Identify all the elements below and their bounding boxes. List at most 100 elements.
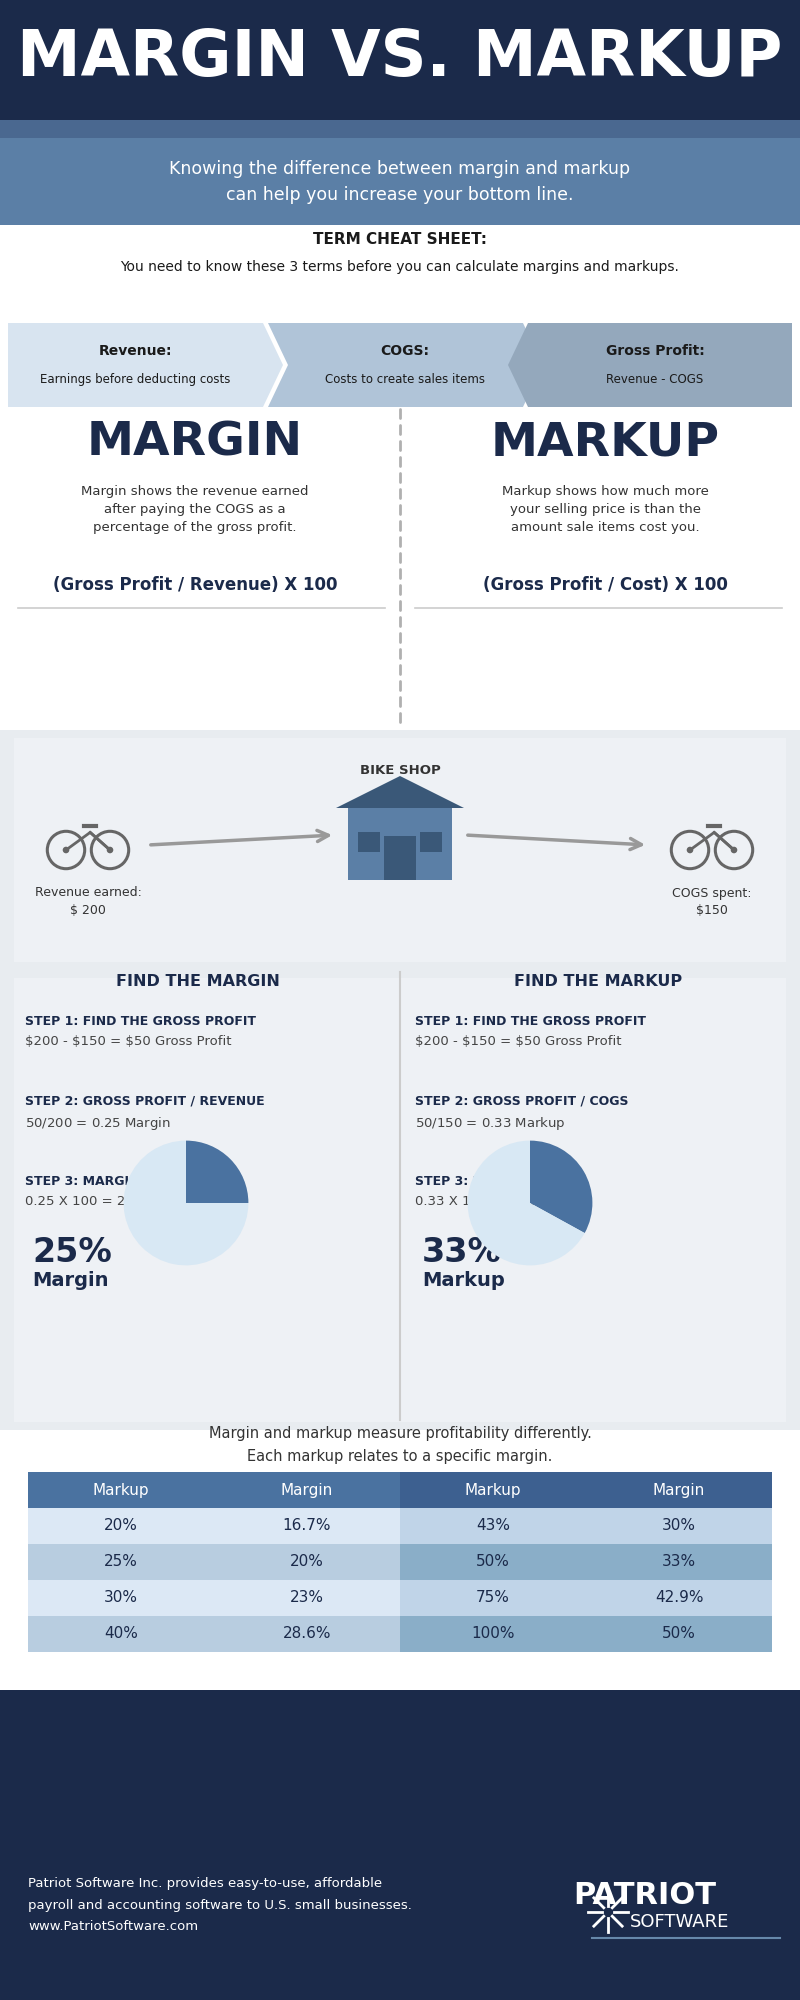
Bar [0, 970, 800, 1430]
Text: Revenue - COGS: Revenue - COGS [606, 372, 704, 386]
Wedge shape [467, 1140, 585, 1266]
Text: Margin: Margin [281, 1482, 333, 1498]
Wedge shape [530, 1140, 592, 1234]
Text: STEP 1: FIND THE GROSS PROFIT: STEP 1: FIND THE GROSS PROFIT [25, 1016, 256, 1028]
Text: 0.25 X 100 = 25% Margin: 0.25 X 100 = 25% Margin [25, 1194, 196, 1208]
Text: Markup: Markup [422, 1270, 505, 1290]
Bar [586, 1508, 772, 1544]
Bar [214, 1616, 400, 1652]
Text: MARKUP: MARKUP [490, 420, 719, 466]
Circle shape [730, 846, 738, 854]
Text: (Gross Profit / Cost) X 100: (Gross Profit / Cost) X 100 [482, 576, 727, 594]
Bar [0, 320, 800, 410]
Bar [400, 1616, 586, 1652]
Bar [400, 1472, 586, 1508]
Bar [0, 0, 800, 120]
Bar [400, 1508, 586, 1544]
Text: 20%: 20% [290, 1554, 324, 1570]
Wedge shape [186, 1140, 248, 1202]
Polygon shape [336, 776, 464, 808]
Text: FIND THE MARGIN: FIND THE MARGIN [116, 974, 280, 990]
Bar [28, 1508, 214, 1544]
Text: SOFTWARE: SOFTWARE [630, 1912, 730, 1932]
Text: COGS spent:
$150: COGS spent: $150 [672, 886, 752, 918]
Text: Patriot Software Inc. provides easy-to-use, affordable
payroll and accounting so: Patriot Software Inc. provides easy-to-u… [28, 1878, 412, 1932]
Bar [0, 410, 800, 730]
Text: 25%: 25% [32, 1236, 112, 1268]
Text: 28.6%: 28.6% [282, 1626, 331, 1642]
Bar [0, 120, 800, 138]
Bar [384, 836, 416, 880]
Circle shape [686, 846, 694, 854]
Bar [586, 1580, 772, 1616]
Polygon shape [8, 322, 283, 408]
Bar [400, 1580, 586, 1616]
Polygon shape [508, 322, 792, 408]
Text: 20%: 20% [104, 1518, 138, 1534]
Bar [214, 1508, 400, 1544]
Bar [28, 1472, 214, 1508]
Bar [358, 832, 380, 852]
Bar [348, 808, 452, 880]
Text: COGS:: COGS: [381, 344, 430, 358]
Text: 75%: 75% [476, 1590, 510, 1606]
Bar [214, 1544, 400, 1580]
Bar [586, 1616, 772, 1652]
Bar [586, 1544, 772, 1580]
Bar [0, 138, 800, 224]
Bar [0, 224, 800, 320]
Text: Margin and markup measure profitability differently.
Each markup relates to a sp: Margin and markup measure profitability … [209, 1426, 591, 1464]
Text: You need to know these 3 terms before you can calculate margins and markups.: You need to know these 3 terms before yo… [121, 260, 679, 274]
Text: 43%: 43% [476, 1518, 510, 1534]
Text: 33%: 33% [662, 1554, 696, 1570]
Wedge shape [124, 1140, 248, 1266]
Text: Margin: Margin [32, 1270, 109, 1290]
Text: 50%: 50% [476, 1554, 510, 1570]
Bar [14, 738, 786, 962]
Bar [14, 978, 786, 1422]
Text: 50%: 50% [662, 1626, 696, 1642]
Bar [214, 1580, 400, 1616]
Text: 42.9%: 42.9% [654, 1590, 703, 1606]
Text: $200 - $150 = $50 Gross Profit: $200 - $150 = $50 Gross Profit [25, 1036, 231, 1048]
Text: $50 /$200 = 0.25 Margin: $50 /$200 = 0.25 Margin [25, 1116, 170, 1132]
Polygon shape [268, 322, 543, 408]
Text: $200 - $150 = $50 Gross Profit: $200 - $150 = $50 Gross Profit [415, 1036, 622, 1048]
Text: TERM CHEAT SHEET:: TERM CHEAT SHEET: [313, 232, 487, 248]
Text: STEP 3: MARGIN X 100: STEP 3: MARGIN X 100 [25, 1174, 184, 1188]
Bar [28, 1616, 214, 1652]
Text: 33%: 33% [422, 1236, 502, 1268]
Text: Knowing the difference between margin and markup
can help you increase your bott: Knowing the difference between margin an… [170, 160, 630, 204]
Text: 100%: 100% [471, 1626, 514, 1642]
Text: Revenue:: Revenue: [98, 344, 172, 358]
Text: 0.33 X 100 = 33% Markup: 0.33 X 100 = 33% Markup [415, 1194, 590, 1208]
Text: (Gross Profit / Revenue) X 100: (Gross Profit / Revenue) X 100 [53, 576, 338, 594]
Text: BIKE SHOP: BIKE SHOP [360, 764, 440, 776]
Text: PATRIOT: PATRIOT [574, 1880, 717, 1910]
Bar [28, 1580, 214, 1616]
Text: Gross Profit:: Gross Profit: [606, 344, 704, 358]
Text: 23%: 23% [290, 1590, 324, 1606]
Text: MARGIN VS. MARKUP: MARGIN VS. MARKUP [18, 26, 782, 88]
Text: 30%: 30% [104, 1590, 138, 1606]
Text: Markup shows how much more
your selling price is than the
amount sale items cost: Markup shows how much more your selling … [502, 486, 709, 534]
Bar [214, 1472, 400, 1508]
Text: Margin: Margin [653, 1482, 705, 1498]
Text: Costs to create sales items: Costs to create sales items [325, 372, 485, 386]
Circle shape [62, 846, 70, 854]
Bar [28, 1544, 214, 1580]
Text: STEP 1: FIND THE GROSS PROFIT: STEP 1: FIND THE GROSS PROFIT [415, 1016, 646, 1028]
Text: $50 /$150 = 0.33 Markup: $50 /$150 = 0.33 Markup [415, 1116, 566, 1132]
Text: STEP 2: GROSS PROFIT / COGS: STEP 2: GROSS PROFIT / COGS [415, 1096, 629, 1108]
Circle shape [106, 846, 114, 854]
Text: 25%: 25% [104, 1554, 138, 1570]
Bar [586, 1472, 772, 1508]
Text: Earnings before deducting costs: Earnings before deducting costs [40, 372, 230, 386]
Text: STEP 2: GROSS PROFIT / REVENUE: STEP 2: GROSS PROFIT / REVENUE [25, 1096, 265, 1108]
Text: 30%: 30% [662, 1518, 696, 1534]
Text: FIND THE MARKUP: FIND THE MARKUP [514, 974, 682, 990]
Text: Revenue earned:
$ 200: Revenue earned: $ 200 [34, 886, 142, 918]
Bar [0, 1430, 800, 1690]
Bar [420, 832, 442, 852]
Text: 16.7%: 16.7% [282, 1518, 331, 1534]
